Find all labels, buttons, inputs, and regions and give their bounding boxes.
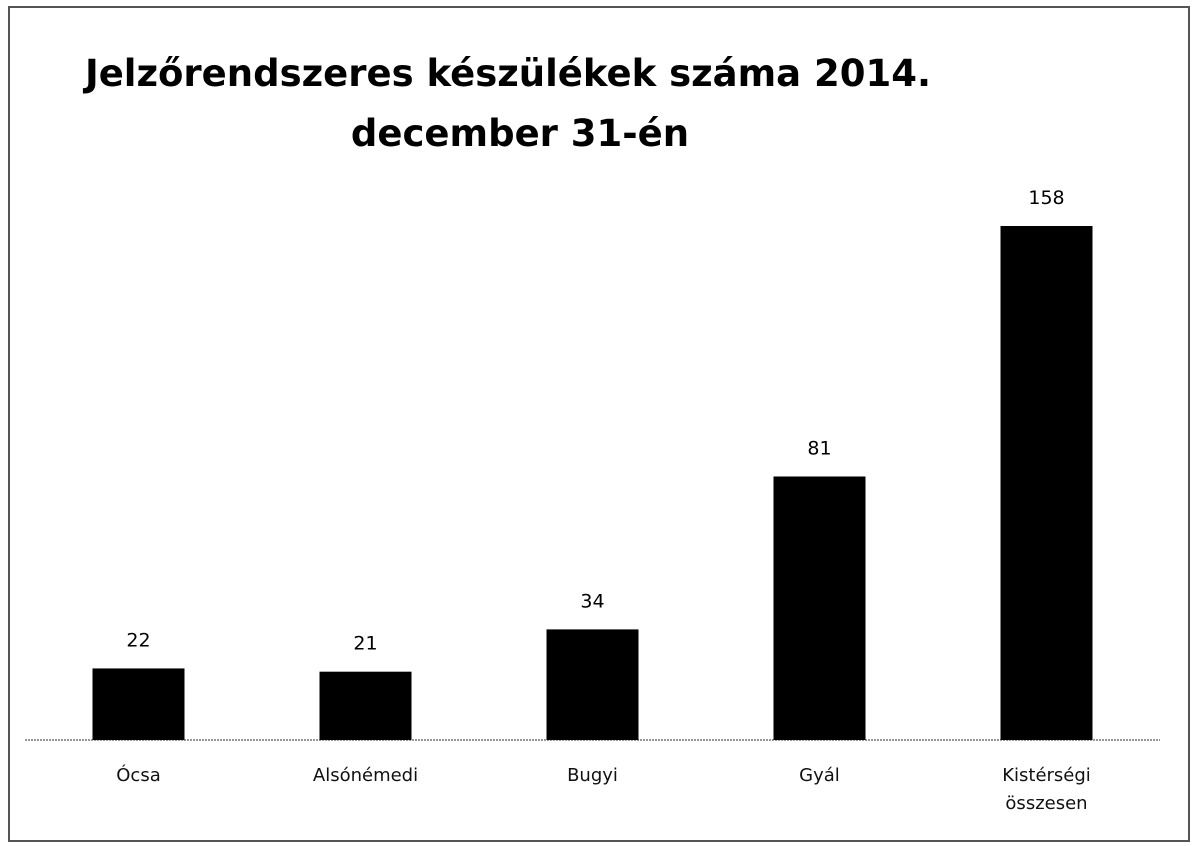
value-label: 158 (1028, 187, 1064, 209)
x-tick-label: Bugyi (567, 765, 618, 786)
frame (8, 6, 1190, 842)
value-label: 22 (126, 629, 150, 651)
value-label: 81 (807, 437, 831, 459)
chart-title: Jelzőrendszeres készülékek száma 2014. (82, 52, 931, 95)
x-tick-label: Gyál (799, 765, 840, 786)
bar (546, 629, 639, 740)
bar (773, 476, 866, 740)
value-label: 21 (353, 633, 377, 655)
x-tick-label: Alsónémedi (312, 765, 419, 786)
chart-title: december 31-én (351, 112, 689, 155)
x-tick-label: Ócsa (116, 765, 161, 786)
bar (1000, 226, 1093, 740)
x-tick-label: Kistérségi összesen (1002, 765, 1091, 814)
bar (319, 671, 412, 740)
bar (92, 668, 185, 740)
value-label: 34 (580, 590, 604, 612)
